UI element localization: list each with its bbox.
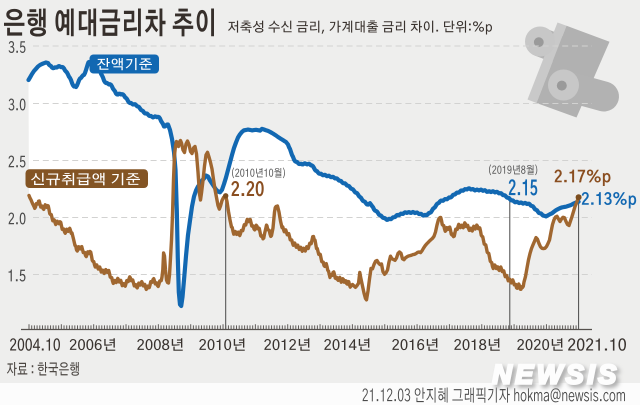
svg-text:NEWSIS: NEWSIS bbox=[495, 363, 623, 393]
svg-text:NEWSIS: NEWSIS bbox=[492, 360, 620, 390]
